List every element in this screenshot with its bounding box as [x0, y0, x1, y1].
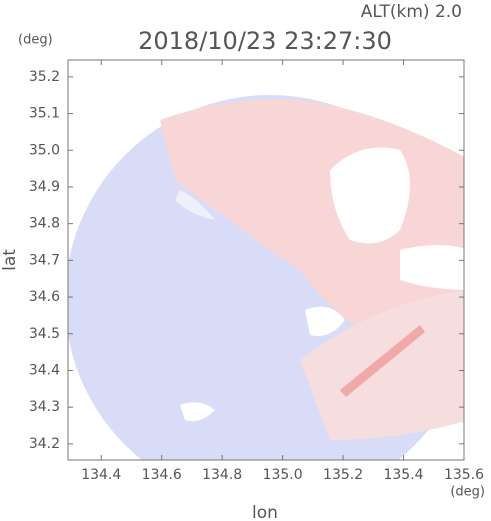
x-tick-label: 134.6: [142, 467, 182, 483]
y-tick-label: 34.9: [29, 179, 60, 195]
chart-title: 2018/10/23 23:27:30: [138, 27, 392, 55]
y-tick-label: 34.2: [29, 436, 60, 452]
y-tick-label: 35.2: [29, 69, 60, 85]
x-tick-label: 134.4: [81, 467, 121, 483]
strong-echo: [340, 325, 425, 397]
y-tick-label: 34.7: [29, 252, 60, 268]
y-tick-label: 34.3: [29, 399, 60, 415]
x-tick-label: 135.4: [383, 467, 423, 483]
x-tick-label: 135.0: [263, 467, 303, 483]
y-axis-label: lat: [0, 249, 20, 271]
y-unit: (deg): [18, 33, 53, 48]
x-unit: (deg): [450, 485, 485, 500]
y-tick-label: 35.0: [29, 142, 60, 158]
y-tick-label: 34.6: [29, 289, 60, 305]
y-tick-label: 35.1: [29, 106, 60, 122]
weak-echo: [175, 190, 215, 220]
y-tick-label: 34.5: [29, 326, 60, 342]
altitude-annotation: ALT(km) 2.0: [361, 2, 462, 22]
x-tick-label: 135.2: [323, 467, 363, 483]
no-echo: [305, 306, 345, 336]
x-axis-label: lon: [252, 503, 278, 521]
x-tick-label: 134.8: [202, 467, 242, 483]
no-echo: [400, 245, 464, 290]
radar-field: [68, 95, 464, 460]
no-echo: [180, 402, 215, 422]
no-echo: [330, 147, 410, 244]
y-tick-label: 34.4: [29, 362, 60, 378]
y-tick-label: 34.8: [29, 216, 60, 232]
x-tick-label: 135.6: [444, 467, 484, 483]
